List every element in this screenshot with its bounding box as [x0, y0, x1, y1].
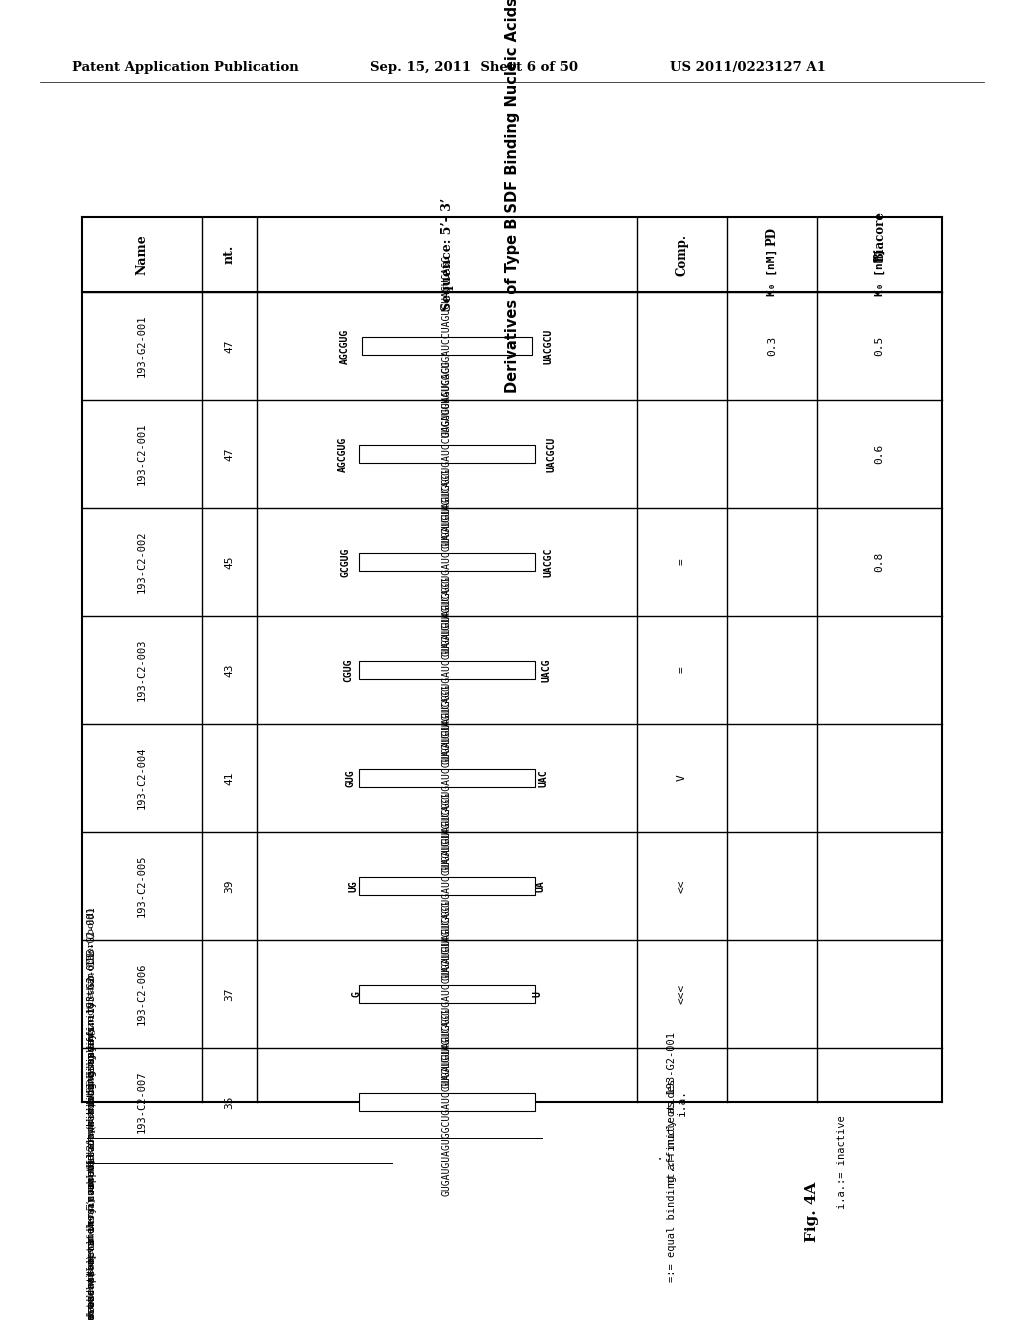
Text: GCGUG: GCGUG	[340, 548, 350, 577]
Text: UACGCU: UACGCU	[547, 437, 556, 471]
Text: 193-G2-001: 193-G2-001	[137, 314, 147, 378]
Text: GUGAUGUAGUGGCUGAUCCUAGUGUAGUCAGG: GUGAUGUAGUGGCUGAUCCUAGUGUAGUCAGG	[442, 792, 452, 979]
Text: UAC: UAC	[539, 770, 548, 787]
Text: i.a.:= inactive: i.a.:= inactive	[837, 1115, 847, 1209]
Text: =: =	[677, 558, 687, 565]
Text: US 2011/0223127 A1: US 2011/0223127 A1	[670, 61, 826, 74]
Text: 47: 47	[224, 447, 234, 461]
Bar	[359, 1093, 535, 1111]
Text: 193-C2-006: 193-C2-006	[137, 962, 147, 1026]
Text: 193-C2-002: 193-C2-002	[137, 531, 147, 593]
Text: GUGAUGUAGUGGCUGAUCCUAGUGUAGUCAGG: GUGAUGUAGUGGCUGAUCCUAGUGUAGUCAGG	[442, 684, 452, 873]
Text: AGCGUG: AGCGUG	[338, 437, 347, 471]
Text: PD.:= Clones were tested as aptamers in a pull-down binding assay: PD.:= Clones were tested as aptamers in …	[87, 1032, 97, 1320]
Text: Comp.: Comp.	[676, 234, 688, 276]
Text: UA: UA	[536, 880, 546, 892]
Text: Derivatives of Type B SDF Binding Nucleic Acids 193-C2/G2-001: Derivatives of Type B SDF Binding Nuclei…	[505, 0, 519, 393]
Text: GUGAUGUAGUGGCUGAUCCUAGUGUAGUCAGG: GUGAUGUAGUGGCUGAUCCUAGUGUAGUCAGG	[442, 576, 452, 764]
Text: 41: 41	[224, 771, 234, 785]
Text: nt.: nt.	[223, 246, 236, 264]
Bar	[359, 445, 535, 463]
Text: 37: 37	[224, 987, 234, 1001]
Text: Comp.:= Clones were tested as aptamers in a competition binding assay vs. 193-G2: Comp.:= Clones were tested as aptamers i…	[87, 952, 97, 1320]
Text: Name: Name	[135, 234, 148, 275]
Text: G: G	[351, 991, 361, 997]
Bar	[359, 553, 535, 572]
Text: 0.6: 0.6	[874, 444, 885, 465]
Bar	[359, 770, 535, 787]
Text: 35: 35	[224, 1096, 234, 1109]
Text: 0.8: 0.8	[874, 552, 885, 572]
Bar	[359, 985, 535, 1003]
Text: nucleotides which may mainly comprise a SDF-binding motif: nucleotides which may mainly comprise a …	[87, 998, 96, 1316]
Text: </<</<<=  weaker (<), much weaker (<<) or very much weaker (<<<) binding affinit: </<</<<= weaker (<), much weaker (<<) or…	[87, 907, 97, 1320]
Text: GUGAUGUAUGGCUGAUCCUAGUGUAGUCAGG: GUGAUGUAUGGCUGAUCCUAGUGUAGUCAGG	[442, 255, 452, 437]
Text: =: =	[677, 667, 687, 673]
Text: 193-C2-001: 193-C2-001	[137, 422, 147, 486]
Text: 193-C2-007: 193-C2-007	[137, 1071, 147, 1134]
Text: CGUG: CGUG	[343, 659, 353, 681]
Bar	[359, 876, 535, 895]
Text: UACGCU: UACGCU	[544, 329, 554, 363]
Text: PD: PD	[766, 227, 778, 246]
Text: GUGAUGUAGUGGCUGAUCCUAGUGUAGUCAGG: GUGAUGUAGUGGCUGAUCCUAGUGUAGUCAGG	[442, 360, 452, 548]
Text: UACG: UACG	[541, 659, 551, 681]
Text: 193-C2-005: 193-C2-005	[137, 855, 147, 917]
Text: Biacore: Biacore	[873, 211, 886, 261]
Text: 43: 43	[224, 663, 234, 677]
Text: GUGAUGUAGUGGCUGAUCCUAGUGUAGUCAGG: GUGAUGUAGUGGCUGAUCCUAGUGUAGUCAGG	[442, 469, 452, 656]
Text: K₀ [nM]: K₀ [nM]	[767, 249, 777, 296]
Text: 0.3: 0.3	[767, 335, 777, 356]
Text: Patent Application Publication: Patent Application Publication	[72, 61, 299, 74]
Text: GUG: GUG	[346, 770, 355, 787]
Text: 47: 47	[224, 339, 234, 352]
Text: V: V	[677, 775, 687, 781]
Text: .: .	[650, 1155, 664, 1159]
Text: i.a.: i.a.	[677, 1089, 687, 1115]
Text: Sequence: 5’– 3’: Sequence: 5’– 3’	[440, 198, 454, 312]
Text: =:= equal binding affinity as 193-G2-001: =:= equal binding affinity as 193-G2-001	[667, 1032, 677, 1282]
Text: Sep. 15, 2011  Sheet 6 of 50: Sep. 15, 2011 Sheet 6 of 50	[370, 61, 578, 74]
Text: GUGAUGUAGUGGCUGAUCCUAGUGUAGUCAGG: GUGAUGUAGUGGCUGAUCCUAGUGUAGUCAGG	[442, 900, 452, 1088]
Text: <<<: <<<	[677, 983, 687, 1005]
Text: nt.:= nucleotides: nt.:= nucleotides	[667, 1078, 677, 1185]
Text: 45: 45	[224, 556, 234, 569]
Text: U: U	[532, 991, 543, 997]
Text: Fig. 4A: Fig. 4A	[805, 1181, 819, 1242]
Text: <<: <<	[677, 879, 687, 892]
Text: 39: 39	[224, 879, 234, 892]
Text: AGCGUG: AGCGUG	[340, 329, 350, 363]
Text: UACGC: UACGC	[544, 548, 554, 577]
Text: GUGAUGUAGUGGCUGAUCCUAGUGUAGUCAGG: GUGAUGUAGUGGCUGAUCCUAGUGUAGUCAGG	[442, 1008, 452, 1196]
Bar	[361, 337, 532, 355]
Text: UG: UG	[348, 880, 358, 892]
Bar	[359, 661, 535, 678]
Text: 0.5: 0.5	[874, 335, 885, 356]
Text: terminal nucleotides at the 5’- and the 3’-end that may hybridize to each other : terminal nucleotides at the 5’- and the …	[87, 908, 96, 1320]
Text: 193-C2-003: 193-C2-003	[137, 639, 147, 701]
Text: K₀ [nM]: K₀ [nM]	[874, 249, 885, 296]
Text: 193-C2-004: 193-C2-004	[137, 747, 147, 809]
